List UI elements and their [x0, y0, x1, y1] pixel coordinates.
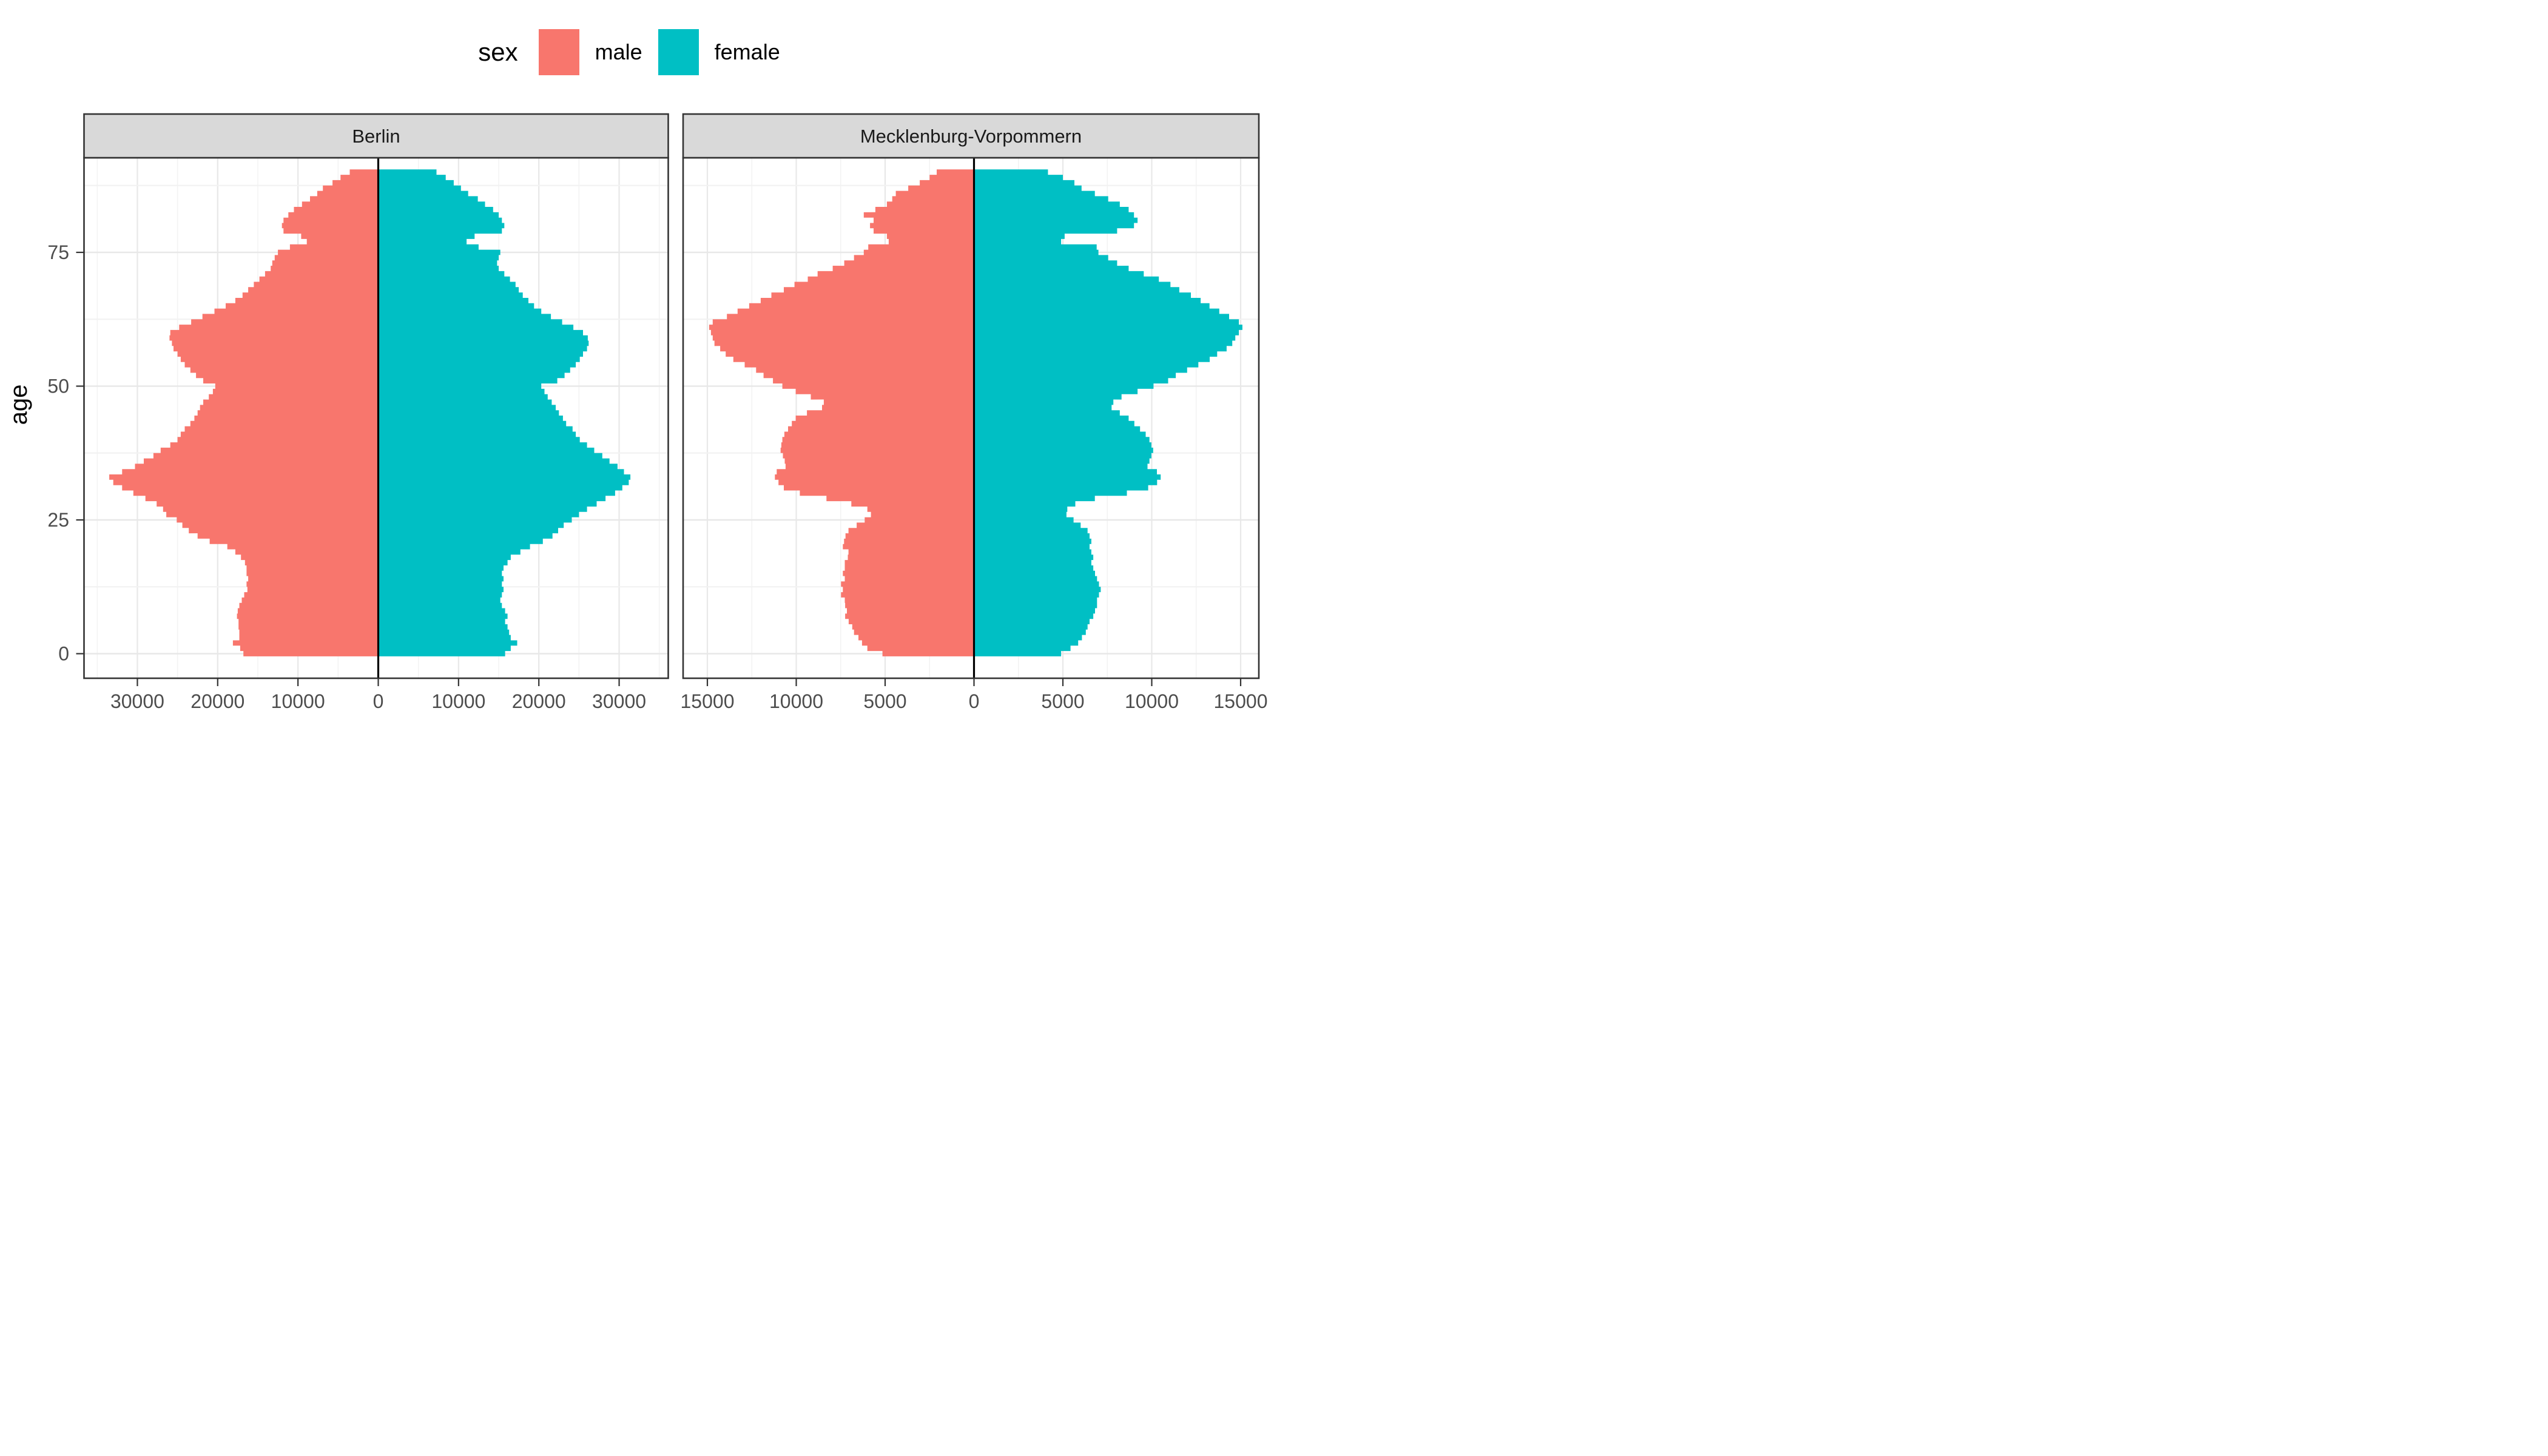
berlin-female-bars	[378, 169, 631, 656]
population-pyramid-figure: sex male female Berlin 30000 20000 10000 0 10…	[0, 0, 1274, 728]
y-axis-title: age	[5, 385, 32, 425]
meck-female-bars	[974, 169, 1242, 656]
x-tick-label: 10000	[431, 690, 485, 712]
berlin-male-bars	[109, 169, 379, 656]
x-tick-label: 15000	[681, 690, 735, 712]
x-tick-label: 30000	[592, 690, 646, 712]
x-tick-label: 0	[969, 690, 980, 712]
y-tick-label: 0	[58, 643, 69, 665]
facet-strip-title-meck: Mecklenburg-Vorpommern	[860, 126, 1082, 147]
y-tick-label: 25	[47, 509, 69, 531]
facet-strip	[682, 113, 1260, 159]
y-tick-label: 75	[47, 241, 69, 263]
facet-strip-title-berlin: Berlin	[352, 126, 400, 147]
x-tick-label: 0	[373, 690, 384, 712]
x-tick-label: 20000	[512, 690, 566, 712]
y-tick-label: 50	[47, 376, 69, 397]
x-tick-label: 5000	[1041, 690, 1084, 712]
pyramid-chart-canvas: Berlin 30000 20000 10000 0 10000 20000 30000 Mec…	[5, 113, 1268, 712]
meck-male-bars	[709, 169, 974, 656]
x-tick-label: 5000	[863, 690, 906, 712]
x-tick-label: 15000	[1214, 690, 1268, 712]
x-tick-label: 10000	[1125, 690, 1179, 712]
x-tick-label: 30000	[110, 690, 164, 712]
x-tick-label: 10000	[769, 690, 823, 712]
x-tick-label: 20000	[190, 690, 244, 712]
facet-strip	[83, 113, 669, 159]
x-tick-label: 10000	[271, 690, 325, 712]
